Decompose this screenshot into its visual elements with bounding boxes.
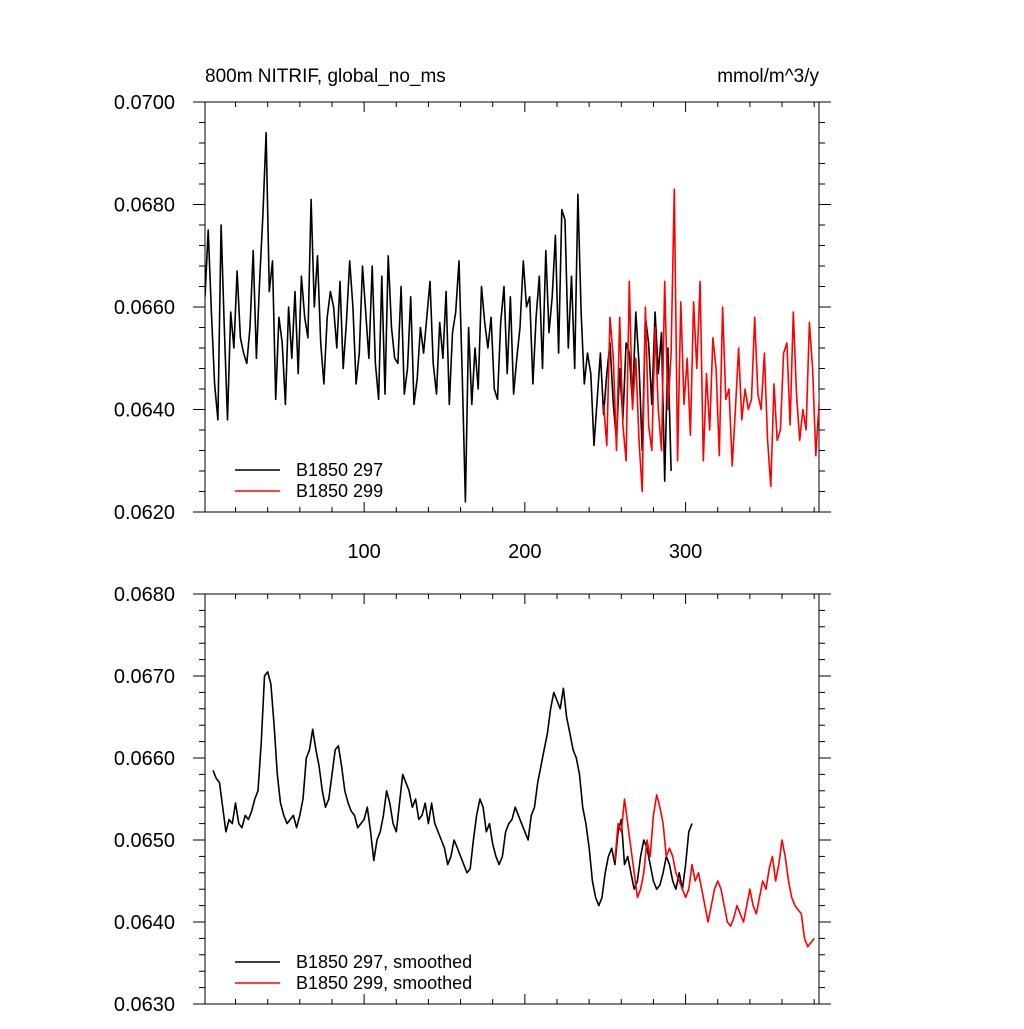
- y-tick-label: 0.0700: [114, 92, 175, 114]
- legend-label-1: B1850 297: [296, 460, 383, 480]
- x-tick-label: 100: [347, 541, 380, 563]
- y-tick-label: 0.0640: [114, 400, 175, 422]
- legend-label-2: B1850 299: [296, 481, 383, 501]
- y-tick-label: 0.0660: [114, 748, 175, 770]
- chart-panel-1: 100 200 300 0.0620 0.0640 0.0660 0.0680 0.0700 8…: [114, 66, 831, 563]
- x-tick-label: 300: [669, 541, 702, 563]
- legend-label-2: B1850 299, smoothed: [296, 973, 472, 993]
- chart-units: mmol/m^3/y: [717, 66, 819, 87]
- plot-frame: [204, 101, 820, 513]
- x-tick-label: 200: [508, 541, 541, 563]
- y-tick-label: 0.0630: [114, 994, 175, 1016]
- y-tick-label: 0.0650: [114, 830, 175, 852]
- series-line-1: [212, 671, 693, 907]
- y-tick-label: 0.0680: [114, 195, 175, 217]
- y-tick-label: 0.0670: [114, 666, 175, 688]
- y-tick-label: 0.0660: [114, 297, 175, 319]
- series-line-2: [602, 188, 819, 493]
- series-line-2: [614, 794, 815, 948]
- y-tick-label: 0.0640: [114, 912, 175, 934]
- y-tick-label: 0.0620: [114, 502, 175, 524]
- chart-title: 800m NITRIF, global_no_ms: [205, 66, 446, 87]
- plot-frame: [204, 593, 820, 1005]
- legend-label-1: B1850 297, smoothed: [296, 952, 472, 972]
- chart-panel-2: 0.0630 0.0640 0.0650 0.0660 0.0670 0.0680 B185…: [114, 584, 831, 1016]
- series-line-1: [205, 132, 672, 503]
- y-tick-label: 0.0680: [114, 584, 175, 606]
